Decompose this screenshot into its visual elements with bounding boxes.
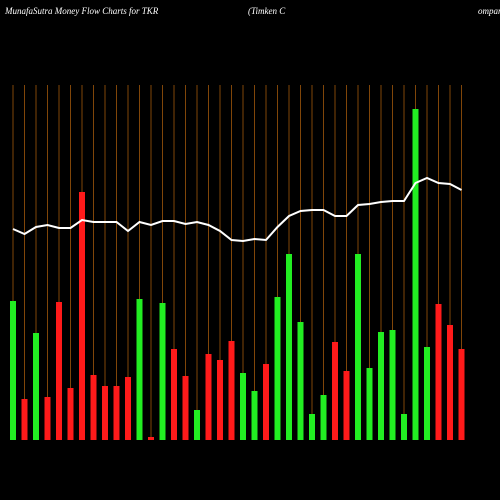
bar	[102, 386, 108, 440]
bar	[343, 371, 350, 440]
bar	[263, 364, 269, 440]
money-flow-line	[12, 176, 462, 243]
bar	[240, 373, 246, 440]
bar	[205, 354, 212, 440]
bar	[56, 302, 62, 440]
bar	[171, 349, 177, 440]
bar	[33, 333, 39, 440]
bar	[182, 376, 189, 440]
bar	[90, 375, 97, 440]
bar	[79, 192, 85, 440]
bar	[125, 377, 131, 440]
bar	[389, 330, 396, 440]
bar	[401, 414, 407, 440]
bar	[458, 349, 465, 440]
bar	[366, 368, 373, 440]
bar	[320, 395, 327, 440]
bar	[355, 254, 361, 440]
bar	[113, 386, 120, 440]
bar	[251, 391, 258, 440]
chart-subtitle: ompany	[478, 6, 500, 16]
bar	[297, 322, 304, 440]
bar	[10, 301, 16, 440]
bar	[435, 304, 442, 440]
bar	[67, 388, 74, 440]
bar	[194, 410, 200, 440]
bar	[136, 299, 143, 440]
bar	[424, 347, 430, 440]
bar	[286, 254, 292, 440]
chart-title: MunafaSutra Money Flow Charts for TKR	[4, 6, 159, 16]
bar	[44, 397, 51, 440]
bar	[228, 341, 235, 440]
bar	[159, 303, 166, 440]
bar	[309, 414, 315, 440]
bar	[447, 325, 453, 440]
bar	[332, 342, 338, 440]
bar	[217, 360, 223, 440]
bar	[274, 297, 281, 440]
chart-subtitle: (Timken C	[248, 6, 286, 16]
bar	[148, 437, 154, 440]
bar	[378, 332, 384, 440]
bar	[412, 109, 419, 440]
bar	[21, 399, 28, 440]
